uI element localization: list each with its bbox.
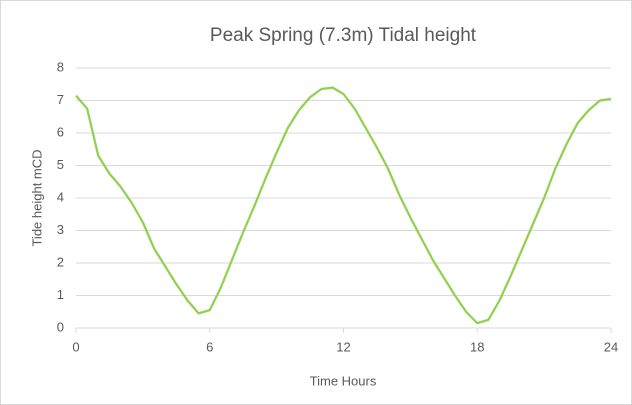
x-tick-label: 12: [336, 339, 350, 354]
x-tick-label: 6: [206, 339, 213, 354]
y-tick-label: 1: [57, 287, 64, 302]
y-axis-label: Tide height mCD: [29, 149, 44, 246]
y-tick-label: 6: [57, 124, 64, 139]
y-tick-label: 8: [57, 59, 64, 74]
y-tick-label: 3: [57, 222, 64, 237]
y-tick-label: 2: [57, 254, 64, 269]
y-tick-label: 5: [57, 157, 64, 172]
y-tick-label: 0: [57, 319, 64, 334]
x-tick-label: 0: [72, 339, 79, 354]
data-line: [75, 86, 612, 325]
x-axis-label: Time Hours: [310, 373, 377, 388]
x-tick-label: 18: [470, 339, 484, 354]
y-tick-label: 4: [57, 189, 64, 204]
chart-title: Peak Spring (7.3m) Tidal height: [210, 25, 477, 46]
y-tick-label: 7: [57, 92, 64, 107]
x-tick-label: 24: [604, 339, 618, 354]
